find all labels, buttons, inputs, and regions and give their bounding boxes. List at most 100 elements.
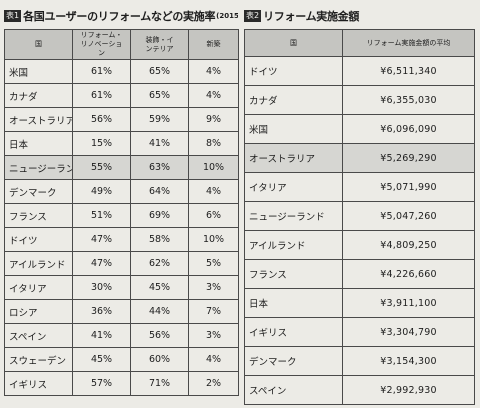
table1-tag: 表1	[4, 10, 22, 22]
table-row: 米国 61% 65% 4%	[4, 59, 239, 84]
table1-title: 各国ユーザーのリフォームなどの実施率	[23, 10, 216, 23]
table-row: ドイツ 47% 58% 10%	[4, 227, 239, 252]
decoration-rate-cell: 59%	[130, 107, 189, 132]
new-build-rate-cell: 4%	[188, 347, 239, 372]
table-row: イギリス 57% 71% 2%	[4, 371, 239, 396]
country-cell: スウェーデン	[4, 347, 73, 372]
average-amount-cell: ¥5,047,260	[342, 201, 475, 231]
renovation-rate-cell: 56%	[72, 107, 131, 132]
average-amount-cell: ¥2,992,930	[342, 375, 475, 405]
table-row: フランス ¥4,226,660	[244, 259, 475, 289]
table-row: ロシア 36% 44% 7%	[4, 299, 239, 324]
table-row: カナダ ¥6,355,030	[244, 85, 475, 115]
country-cell: 日本	[4, 131, 73, 156]
country-cell: フランス	[4, 203, 73, 228]
table-row: 米国 ¥6,096,090	[244, 114, 475, 144]
country-cell: イタリア	[4, 275, 73, 300]
table-row: スウェーデン 45% 60% 4%	[4, 347, 239, 372]
country-cell: オーストラリア	[244, 143, 343, 173]
new-build-rate-cell: 6%	[188, 203, 239, 228]
decoration-rate-cell: 62%	[130, 251, 189, 276]
average-amount-cell: ¥6,096,090	[342, 114, 475, 144]
country-cell: オーストラリア	[4, 107, 73, 132]
table-row: スペイン ¥2,992,930	[244, 375, 475, 405]
header-decoration: 装飾・インテリア	[130, 29, 189, 60]
average-amount-cell: ¥6,511,340	[342, 56, 475, 86]
country-cell: アイルランド	[4, 251, 73, 276]
header-decoration-label: 装飾・インテリア	[145, 35, 174, 53]
header-country: 国	[4, 29, 73, 60]
table2-caption: 表2 リフォーム実施金額	[244, 6, 474, 26]
header-country: 国	[244, 29, 343, 57]
renovation-rate-cell: 47%	[72, 227, 131, 252]
table1-header-row: 国 リフォーム・リノベーション 装飾・インテリア 新築	[4, 29, 239, 60]
table1-year: (2015)	[216, 12, 238, 20]
table-row: オーストラリア ¥5,269,290	[244, 143, 475, 173]
country-cell: イギリス	[4, 371, 73, 396]
decoration-rate-cell: 65%	[130, 83, 189, 108]
country-cell: ドイツ	[4, 227, 73, 252]
country-cell: ドイツ	[244, 56, 343, 86]
renovation-rate-cell: 30%	[72, 275, 131, 300]
average-amount-cell: ¥3,154,300	[342, 346, 475, 376]
renovation-rate-cell: 45%	[72, 347, 131, 372]
new-build-rate-cell: 9%	[188, 107, 239, 132]
header-new-build: 新築	[188, 29, 239, 60]
table-row: デンマーク ¥3,154,300	[244, 346, 475, 376]
renovation-rate-table: 国 リフォーム・リノベーション 装飾・インテリア 新築 米国 61% 65% 4% カナ…	[4, 29, 239, 396]
new-build-rate-cell: 5%	[188, 251, 239, 276]
decoration-rate-cell: 63%	[130, 155, 189, 180]
country-cell: 米国	[4, 59, 73, 84]
renovation-rate-cell: 49%	[72, 179, 131, 204]
average-amount-cell: ¥3,911,100	[342, 288, 475, 318]
header-average-amount: リフォーム実施金額の平均	[342, 29, 475, 57]
country-cell: デンマーク	[244, 346, 343, 376]
header-renovation: リフォーム・リノベーション	[72, 29, 131, 60]
decoration-rate-cell: 71%	[130, 371, 189, 396]
header-renovation-label: リフォーム・リノベーション	[80, 31, 123, 57]
country-cell: ロシア	[4, 299, 73, 324]
table1-caption: 表1 各国ユーザーのリフォームなどの実施率 (2015)	[4, 6, 238, 26]
country-cell: ニュージーランド	[4, 155, 73, 180]
decoration-rate-cell: 60%	[130, 347, 189, 372]
average-amount-cell: ¥4,226,660	[342, 259, 475, 289]
new-build-rate-cell: 8%	[188, 131, 239, 156]
renovation-amount-table: 国 リフォーム実施金額の平均 ドイツ ¥6,511,340 カナダ ¥6,355,03…	[244, 29, 475, 405]
renovation-rate-cell: 61%	[72, 59, 131, 84]
decoration-rate-cell: 58%	[130, 227, 189, 252]
renovation-rate-cell: 57%	[72, 371, 131, 396]
new-build-rate-cell: 4%	[188, 83, 239, 108]
renovation-rate-cell: 51%	[72, 203, 131, 228]
country-cell: イタリア	[244, 172, 343, 202]
country-cell: デンマーク	[4, 179, 73, 204]
new-build-rate-cell: 2%	[188, 371, 239, 396]
country-cell: スペイン	[4, 323, 73, 348]
table-row: イギリス ¥3,304,790	[244, 317, 475, 347]
table-row: ニュージーランド55%63%10%	[4, 155, 239, 180]
table-row: オーストラリア 56% 59% 9%	[4, 107, 239, 132]
table2-title: リフォーム実施金額	[263, 10, 360, 23]
country-cell: イギリス	[244, 317, 343, 347]
table-row: ニュージーランド ¥5,047,260	[244, 201, 475, 231]
average-amount-cell: ¥3,304,790	[342, 317, 475, 347]
renovation-rate-cell: 41%	[72, 323, 131, 348]
new-build-rate-cell: 3%	[188, 323, 239, 348]
average-amount-cell: ¥5,269,290	[342, 143, 475, 173]
table-row: イタリア ¥5,071,990	[244, 172, 475, 202]
decoration-rate-cell: 44%	[130, 299, 189, 324]
table1-panel: 表1 各国ユーザーのリフォームなどの実施率 (2015) 国 リフォーム・リノベ…	[4, 6, 239, 396]
table-row: アイルランド ¥4,809,250	[244, 230, 475, 260]
new-build-rate-cell: 10%	[188, 155, 239, 180]
country-cell: カナダ	[4, 83, 73, 108]
table2-panel: 表2 リフォーム実施金額 国 リフォーム実施金額の平均 ドイツ ¥6,511,34…	[244, 6, 475, 405]
table-row: 日本 ¥3,911,100	[244, 288, 475, 318]
average-amount-cell: ¥4,809,250	[342, 230, 475, 260]
average-amount-cell: ¥6,355,030	[342, 85, 475, 115]
table2-header-row: 国 リフォーム実施金額の平均	[244, 29, 475, 57]
table2-tag: 表2	[244, 10, 262, 22]
renovation-rate-cell: 61%	[72, 83, 131, 108]
country-cell: アイルランド	[244, 230, 343, 260]
country-cell: ニュージーランド	[244, 201, 343, 231]
average-amount-cell: ¥5,071,990	[342, 172, 475, 202]
new-build-rate-cell: 4%	[188, 179, 239, 204]
